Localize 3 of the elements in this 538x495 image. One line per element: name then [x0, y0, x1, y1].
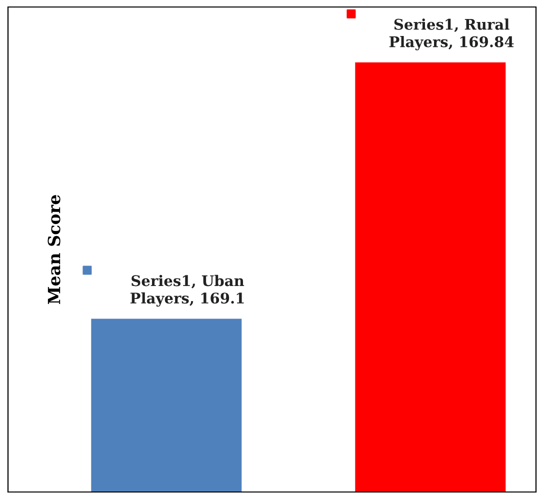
y-axis-title: Mean Score — [48, 195, 60, 304]
data-label: Series1, Uban Players, 169.1 — [130, 274, 244, 307]
data-label: Series1, Rural Players, 169.84 — [389, 18, 514, 50]
